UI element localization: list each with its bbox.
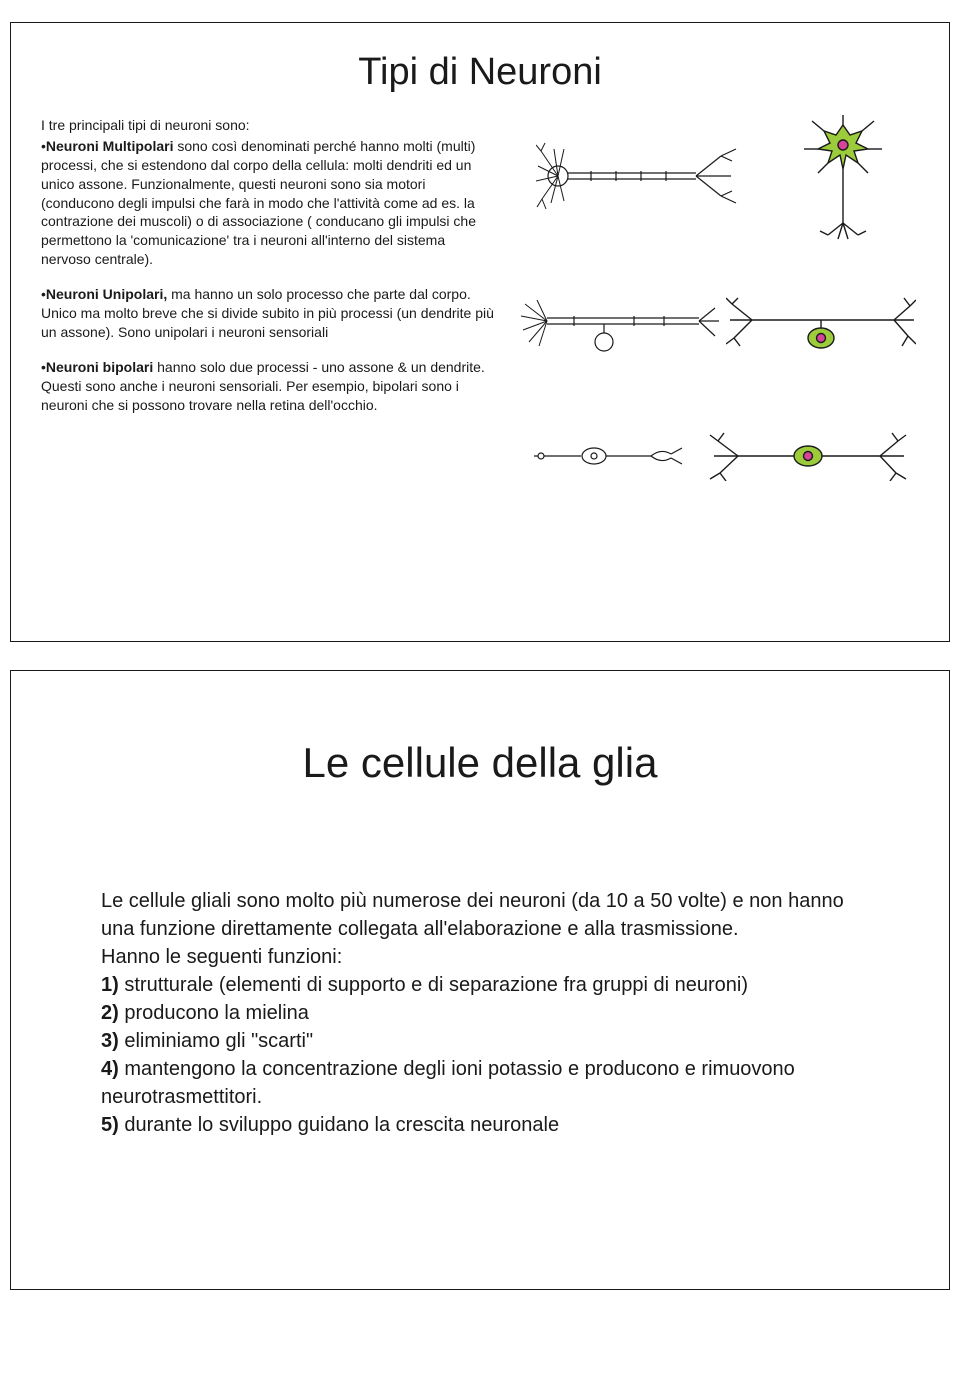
- glia-item-2-text: producono la mielina: [119, 1002, 309, 1024]
- intro-line: I tre principali tipi di neuroni sono:: [41, 116, 498, 135]
- glia-item-2-num: 2): [101, 1002, 119, 1024]
- slide-cellule-glia: Le cellule della glia Le cellule gliali …: [10, 670, 950, 1290]
- glia-item-4-text: mantengono la concentrazione degli ioni …: [101, 1058, 795, 1108]
- unipolar-label: Neuroni Unipolari,: [46, 286, 167, 302]
- glia-item-1-text: strutturale (elementi di supporto e di s…: [119, 974, 748, 996]
- para-bipolar: •Neuroni bipolari hanno solo due process…: [41, 358, 498, 415]
- glia-intro-1: Le cellule gliali sono molto più numeros…: [101, 887, 879, 943]
- glia-item-3-num: 3): [101, 1030, 119, 1052]
- slide2-title: Le cellule della glia: [41, 739, 919, 787]
- glia-item-1: 1) strutturale (elementi di supporto e d…: [101, 971, 879, 999]
- glia-item-5: 5) durante lo sviluppo guidano la cresci…: [101, 1111, 879, 1139]
- glia-item-4: 4) mantengono la concentrazione degli io…: [101, 1055, 879, 1111]
- bipolar-label: Neuroni bipolari: [46, 359, 153, 375]
- multipolar-neuron-color-icon: [788, 111, 898, 241]
- bipolar-neuron-sketch-icon: [526, 434, 686, 478]
- multipolar-label: Neuroni Multipolari: [46, 138, 174, 154]
- glia-item-3: 3) eliminiamo gli "scarti": [101, 1027, 879, 1055]
- diagram-row-unipolar: [516, 271, 919, 381]
- para-multipolar: I tre principali tipi di neuroni sono: •…: [41, 116, 498, 269]
- diagram-row-bipolar: [516, 421, 919, 491]
- multipolar-text: sono così denominati perché hanno molti …: [41, 138, 476, 267]
- multipolar-neuron-sketch-icon: [536, 141, 746, 211]
- slide1-body: I tre principali tipi di neuroni sono: •…: [41, 116, 919, 491]
- glia-item-4-num: 4): [101, 1058, 119, 1080]
- slide-tipi-neuroni: Tipi di Neuroni I tre principali tipi di…: [10, 22, 950, 642]
- glia-item-5-num: 5): [101, 1114, 119, 1136]
- glia-item-1-num: 1): [101, 974, 119, 996]
- slide1-text-column: I tre principali tipi di neuroni sono: •…: [41, 116, 498, 491]
- unipolar-neuron-sketch-icon: [519, 296, 719, 356]
- glia-item-5-text: durante lo sviluppo guidano la crescita …: [119, 1114, 559, 1136]
- glia-intro-2: Hanno le seguenti funzioni:: [101, 943, 879, 971]
- slide1-title: Tipi di Neuroni: [41, 51, 919, 94]
- bipolar-neuron-color-icon: [708, 431, 908, 481]
- para-unipolar: •Neuroni Unipolari, ma hanno un solo pro…: [41, 285, 498, 342]
- glia-item-2: 2) producono la mielina: [101, 999, 879, 1027]
- diagram-row-multipolar: [516, 121, 919, 231]
- glia-item-3-text: eliminiamo gli "scarti": [119, 1030, 313, 1052]
- slide2-body: Le cellule gliali sono molto più numeros…: [41, 887, 919, 1139]
- slide1-diagram-column: [516, 116, 919, 491]
- unipolar-neuron-color-icon: [726, 296, 916, 356]
